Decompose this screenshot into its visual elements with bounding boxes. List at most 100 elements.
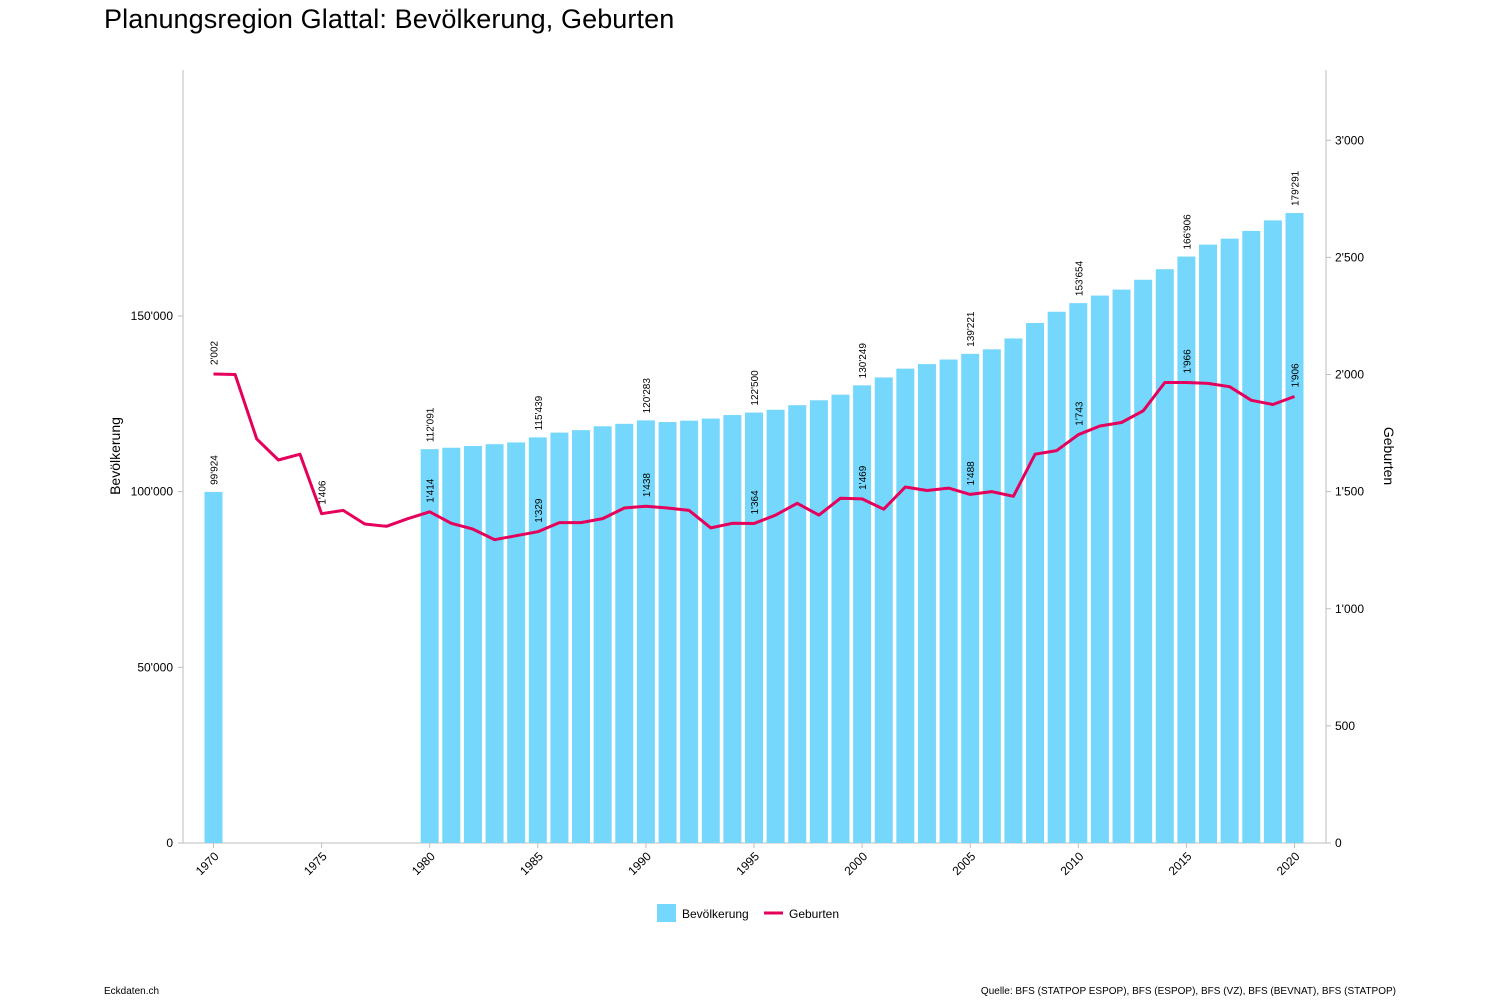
bar <box>1004 338 1023 843</box>
bar <box>1134 279 1153 843</box>
line-labels: 2'002 1'406 1'414 1'329 1'438 1'364 1'469 1'488… <box>210 340 1302 522</box>
bar <box>766 409 785 843</box>
bar-data-label: 99'924 <box>210 455 221 485</box>
bar <box>1090 295 1109 843</box>
left-axis-tick-label: 150'000 <box>131 309 174 323</box>
bar <box>831 394 850 843</box>
line-data-label: 1'469 <box>858 465 869 490</box>
x-axis-tick-label: 2005 <box>950 849 979 878</box>
right-axis-tick-label: 2'000 <box>1335 368 1364 382</box>
bar <box>961 353 980 843</box>
bar <box>701 418 720 843</box>
line-data-label: 1'488 <box>966 461 977 486</box>
bar <box>528 437 547 843</box>
bar <box>1047 311 1066 844</box>
line-data-label: 1'906 <box>1291 363 1302 388</box>
bar-data-label: 166'906 <box>1182 214 1193 250</box>
bar <box>1285 213 1304 843</box>
bar-data-label: 115'439 <box>534 395 545 430</box>
bar-series-bevoelkerung <box>204 213 1304 844</box>
bar <box>917 364 936 843</box>
footer-source: Quelle: BFS (STATPOP ESPOP), BFS (ESPOP)… <box>980 986 1396 997</box>
legend-swatch-bevoelkerung <box>657 904 676 922</box>
bar <box>896 368 915 843</box>
legend-label-bevoelkerung: Bevölkerung <box>682 907 749 921</box>
right-axis-tick-label: 1'000 <box>1335 602 1364 616</box>
line-data-label: 1'364 <box>750 490 761 515</box>
bar <box>463 445 482 843</box>
left-axis-title: Bevölkerung <box>107 417 123 495</box>
bar <box>204 491 223 843</box>
right-axis-tick-label: 500 <box>1335 719 1355 733</box>
bar <box>550 432 569 843</box>
left-axis-tick-label: 50'000 <box>137 660 173 674</box>
footer-site: Eckdaten.ch <box>104 986 160 997</box>
x-axis-tick-label: 1990 <box>625 849 654 878</box>
bar-data-label: 122'500 <box>750 370 761 406</box>
line-path <box>213 372 1296 542</box>
x-axis-tick-label: 1970 <box>193 849 222 878</box>
bar <box>745 412 763 843</box>
bar <box>1177 256 1196 844</box>
bar-data-label: 112'091 <box>426 407 437 442</box>
bar <box>809 400 828 843</box>
bar <box>1242 230 1261 843</box>
x-axis-tick-label: 1995 <box>733 849 762 878</box>
x-axis-tick-label: 2000 <box>841 849 870 878</box>
x-axis-tick-label: 1980 <box>409 849 438 878</box>
bar <box>420 449 439 843</box>
right-axis-tick-label: 1'500 <box>1335 485 1364 499</box>
bar <box>485 444 504 843</box>
bar <box>788 405 807 843</box>
bar <box>1026 322 1045 843</box>
right-axis-tick-label: 3'000 <box>1335 133 1364 147</box>
bar <box>982 349 1001 843</box>
line-data-label: 1'743 <box>1074 401 1085 426</box>
bar <box>1220 238 1239 843</box>
bar <box>680 420 699 843</box>
bar-data-label: 120'283 <box>642 378 653 414</box>
bar-data-label: 139'221 <box>966 311 977 347</box>
legend: Bevölkerung Geburten <box>657 904 839 922</box>
bar-labels: 99'924 112'091 115'439 120'283 122'500 130'24… <box>210 170 1302 485</box>
bar <box>1263 220 1282 843</box>
line-data-label: 1'966 <box>1182 349 1193 374</box>
bar <box>442 447 461 843</box>
bar <box>874 377 893 843</box>
legend-label-geburten: Geburten <box>789 907 839 921</box>
bar <box>1112 289 1131 843</box>
bar <box>1069 303 1088 843</box>
bar <box>636 420 655 843</box>
bar <box>723 415 742 843</box>
bar <box>615 423 634 843</box>
bar <box>1155 269 1174 844</box>
x-axis-tick-label: 2015 <box>1166 849 1195 878</box>
bar-data-label: 130'249 <box>858 343 869 379</box>
bar <box>507 442 526 843</box>
x-axis-tick-label: 2020 <box>1274 849 1303 878</box>
line-data-label: 2'002 <box>210 340 221 365</box>
bar-data-label: 153'654 <box>1074 260 1085 296</box>
bar <box>853 385 872 843</box>
chart-title: Planungsregion Glattal: Bevölkerung, Geb… <box>104 4 675 34</box>
line-data-label: 1'406 <box>318 480 329 505</box>
bar <box>939 359 958 843</box>
bar <box>572 430 591 843</box>
right-axis-tick-label: 0 <box>1335 836 1342 850</box>
x-axis-tick-label: 1975 <box>301 849 330 878</box>
x-axis-tick-label: 1985 <box>517 849 546 878</box>
line-data-label: 1'438 <box>642 473 653 498</box>
line-data-label: 1'414 <box>426 478 437 503</box>
line-series-geburten <box>213 372 1296 542</box>
bar-data-label: 179'291 <box>1291 170 1302 206</box>
left-axis-tick-label: 100'000 <box>131 485 174 499</box>
left-axis-tick-label: 0 <box>166 836 173 850</box>
x-axis-tick-label: 2010 <box>1058 849 1087 878</box>
bar <box>593 426 612 843</box>
bar <box>1199 244 1218 843</box>
bar <box>658 422 677 843</box>
line-data-label: 1'329 <box>534 498 545 523</box>
right-axis-tick-label: 2'500 <box>1335 250 1364 264</box>
right-axis-title: Geburten <box>1381 427 1397 485</box>
